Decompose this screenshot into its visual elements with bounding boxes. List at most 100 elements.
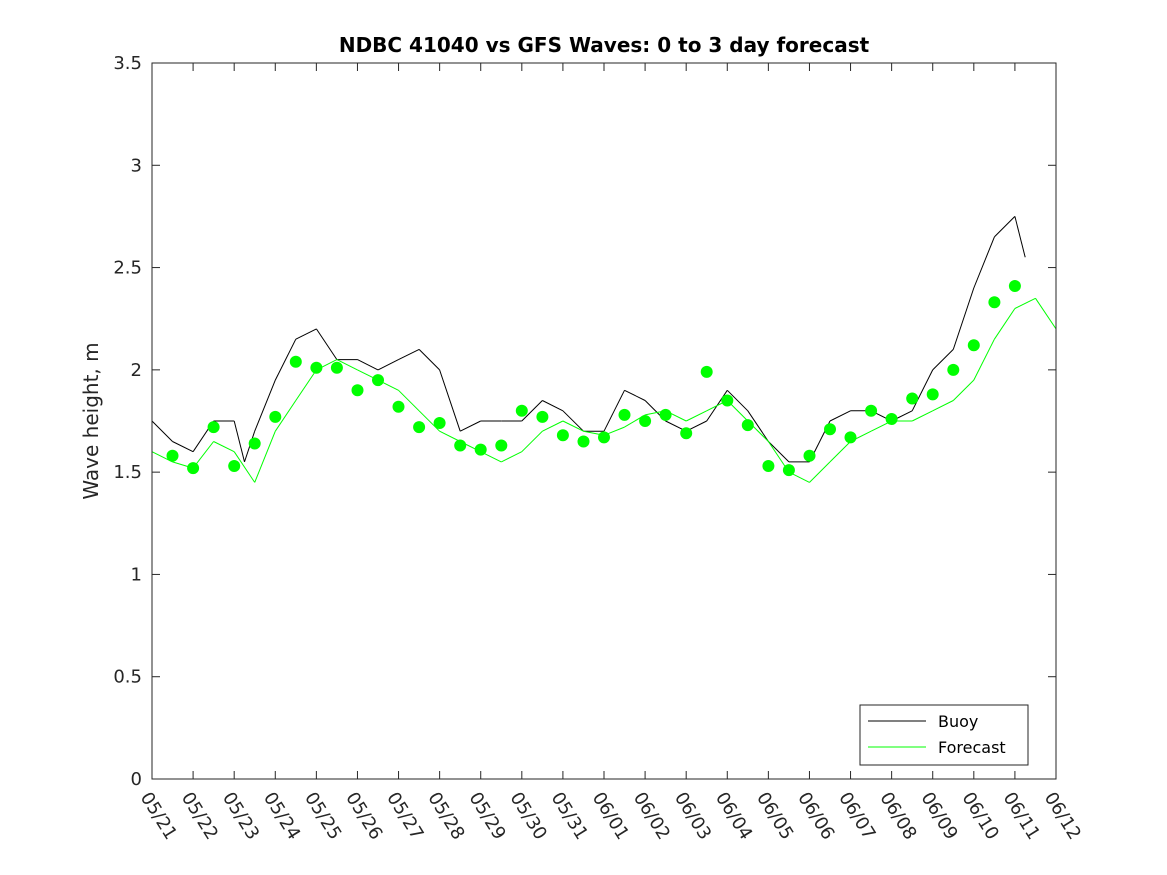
forecast-markers	[166, 280, 1021, 477]
forecast-segment	[274, 400, 297, 432]
forecast-point	[906, 392, 919, 405]
forecast-segment	[336, 359, 358, 371]
forecast-point	[762, 460, 775, 472]
forecast-point	[926, 388, 939, 401]
legend: Buoy Forecast	[859, 704, 1029, 766]
buoy-segment	[274, 338, 297, 381]
forecast-point	[310, 361, 323, 374]
buoy-segment	[542, 400, 564, 412]
buoy-segment	[911, 369, 934, 412]
forecast-segment	[993, 308, 1016, 340]
buoy-segment	[151, 420, 173, 442]
forecast-point	[659, 408, 672, 421]
forecast-point	[639, 415, 652, 427]
buoy-segment	[726, 389, 749, 412]
forecast-point	[536, 410, 549, 423]
forecast-point	[741, 419, 754, 432]
forecast-point	[1008, 280, 1021, 292]
buoy-segment	[521, 400, 543, 422]
buoy-segment	[952, 287, 975, 350]
y-tick-label: 2	[131, 360, 142, 381]
buoy-segment	[1014, 216, 1026, 258]
y-tick-label: 1.5	[113, 462, 142, 483]
forecast-point	[351, 384, 364, 397]
forecast-point	[556, 429, 569, 442]
forecast-point	[885, 413, 898, 425]
forecast-segment	[829, 441, 851, 463]
buoy-segment	[172, 441, 194, 453]
buoy-segment	[624, 389, 646, 401]
y-tick-label: 3.5	[113, 53, 142, 74]
forecast-point	[988, 296, 1001, 309]
forecast-point	[289, 355, 302, 368]
y-tick-label: 0.5	[113, 667, 142, 688]
series-layer	[151, 216, 1057, 483]
forecast-point	[474, 443, 487, 456]
chart-title: NDBC 41040 vs GFS Waves: 0 to 3 day fore…	[339, 33, 870, 57]
forecast-segment	[213, 441, 235, 453]
forecast-segment	[809, 461, 831, 483]
forecast-point	[166, 449, 179, 462]
forecast-segment	[973, 338, 995, 381]
buoy-segment	[973, 236, 995, 289]
legend-box	[859, 704, 1029, 766]
forecast-segment	[911, 410, 933, 422]
buoy-segment	[418, 349, 440, 371]
forecast-segment	[542, 420, 564, 432]
forecast-point	[330, 361, 343, 374]
forecast-segment	[439, 430, 461, 442]
forecast-point	[248, 437, 261, 450]
forecast-point	[721, 394, 734, 407]
forecast-point	[577, 435, 590, 448]
forecast-segment	[685, 410, 707, 422]
forecast-point	[269, 410, 282, 423]
forecast-point	[803, 449, 816, 462]
buoy-segment	[357, 359, 379, 371]
forecast-segment	[952, 379, 975, 401]
forecast-point	[372, 374, 384, 387]
forecast-point	[187, 462, 200, 475]
buoy-segment	[439, 369, 461, 432]
forecast-point	[865, 404, 878, 417]
buoy-segment	[254, 379, 276, 432]
forecast-segment	[521, 430, 543, 453]
plot-area	[152, 63, 1056, 779]
forecast-segment	[932, 400, 954, 412]
forecast-point	[207, 421, 220, 434]
forecast-point	[947, 363, 960, 376]
forecast-point	[515, 404, 528, 417]
forecast-point	[967, 339, 980, 352]
y-tick-label: 2.5	[113, 258, 142, 279]
forecast-segment	[233, 451, 256, 483]
forecast-point	[392, 400, 405, 413]
legend-label-forecast: Forecast	[938, 738, 1006, 757]
forecast-segment	[1035, 298, 1057, 330]
forecast-point	[618, 408, 631, 421]
legend-label-buoy: Buoy	[938, 712, 978, 731]
buoy-segment	[747, 410, 769, 442]
y-tick-label: 0	[131, 769, 142, 790]
buoy-segment	[768, 441, 790, 463]
buoy-segment	[315, 328, 338, 360]
forecast-point	[228, 460, 241, 472]
forecast-segment	[1014, 297, 1036, 309]
forecast-point	[495, 439, 508, 452]
buoy-segment	[398, 348, 420, 361]
forecast-point	[782, 464, 795, 477]
forecast-point	[454, 439, 467, 452]
forecast-point	[433, 417, 446, 429]
forecast-segment	[501, 451, 523, 463]
forecast-point	[413, 421, 426, 434]
buoy-segment	[603, 390, 625, 432]
buoy-segment	[562, 410, 584, 432]
buoy-segment	[829, 410, 851, 422]
buoy-segment	[994, 216, 1016, 238]
buoy-segment	[932, 349, 954, 371]
forecast-segment	[254, 431, 276, 483]
forecast-point	[680, 427, 693, 440]
buoy-segment	[459, 420, 481, 432]
y-tick-label: 1	[131, 564, 142, 585]
y-axis-label: Wave height, m	[79, 342, 103, 499]
forecast-point	[700, 365, 713, 378]
